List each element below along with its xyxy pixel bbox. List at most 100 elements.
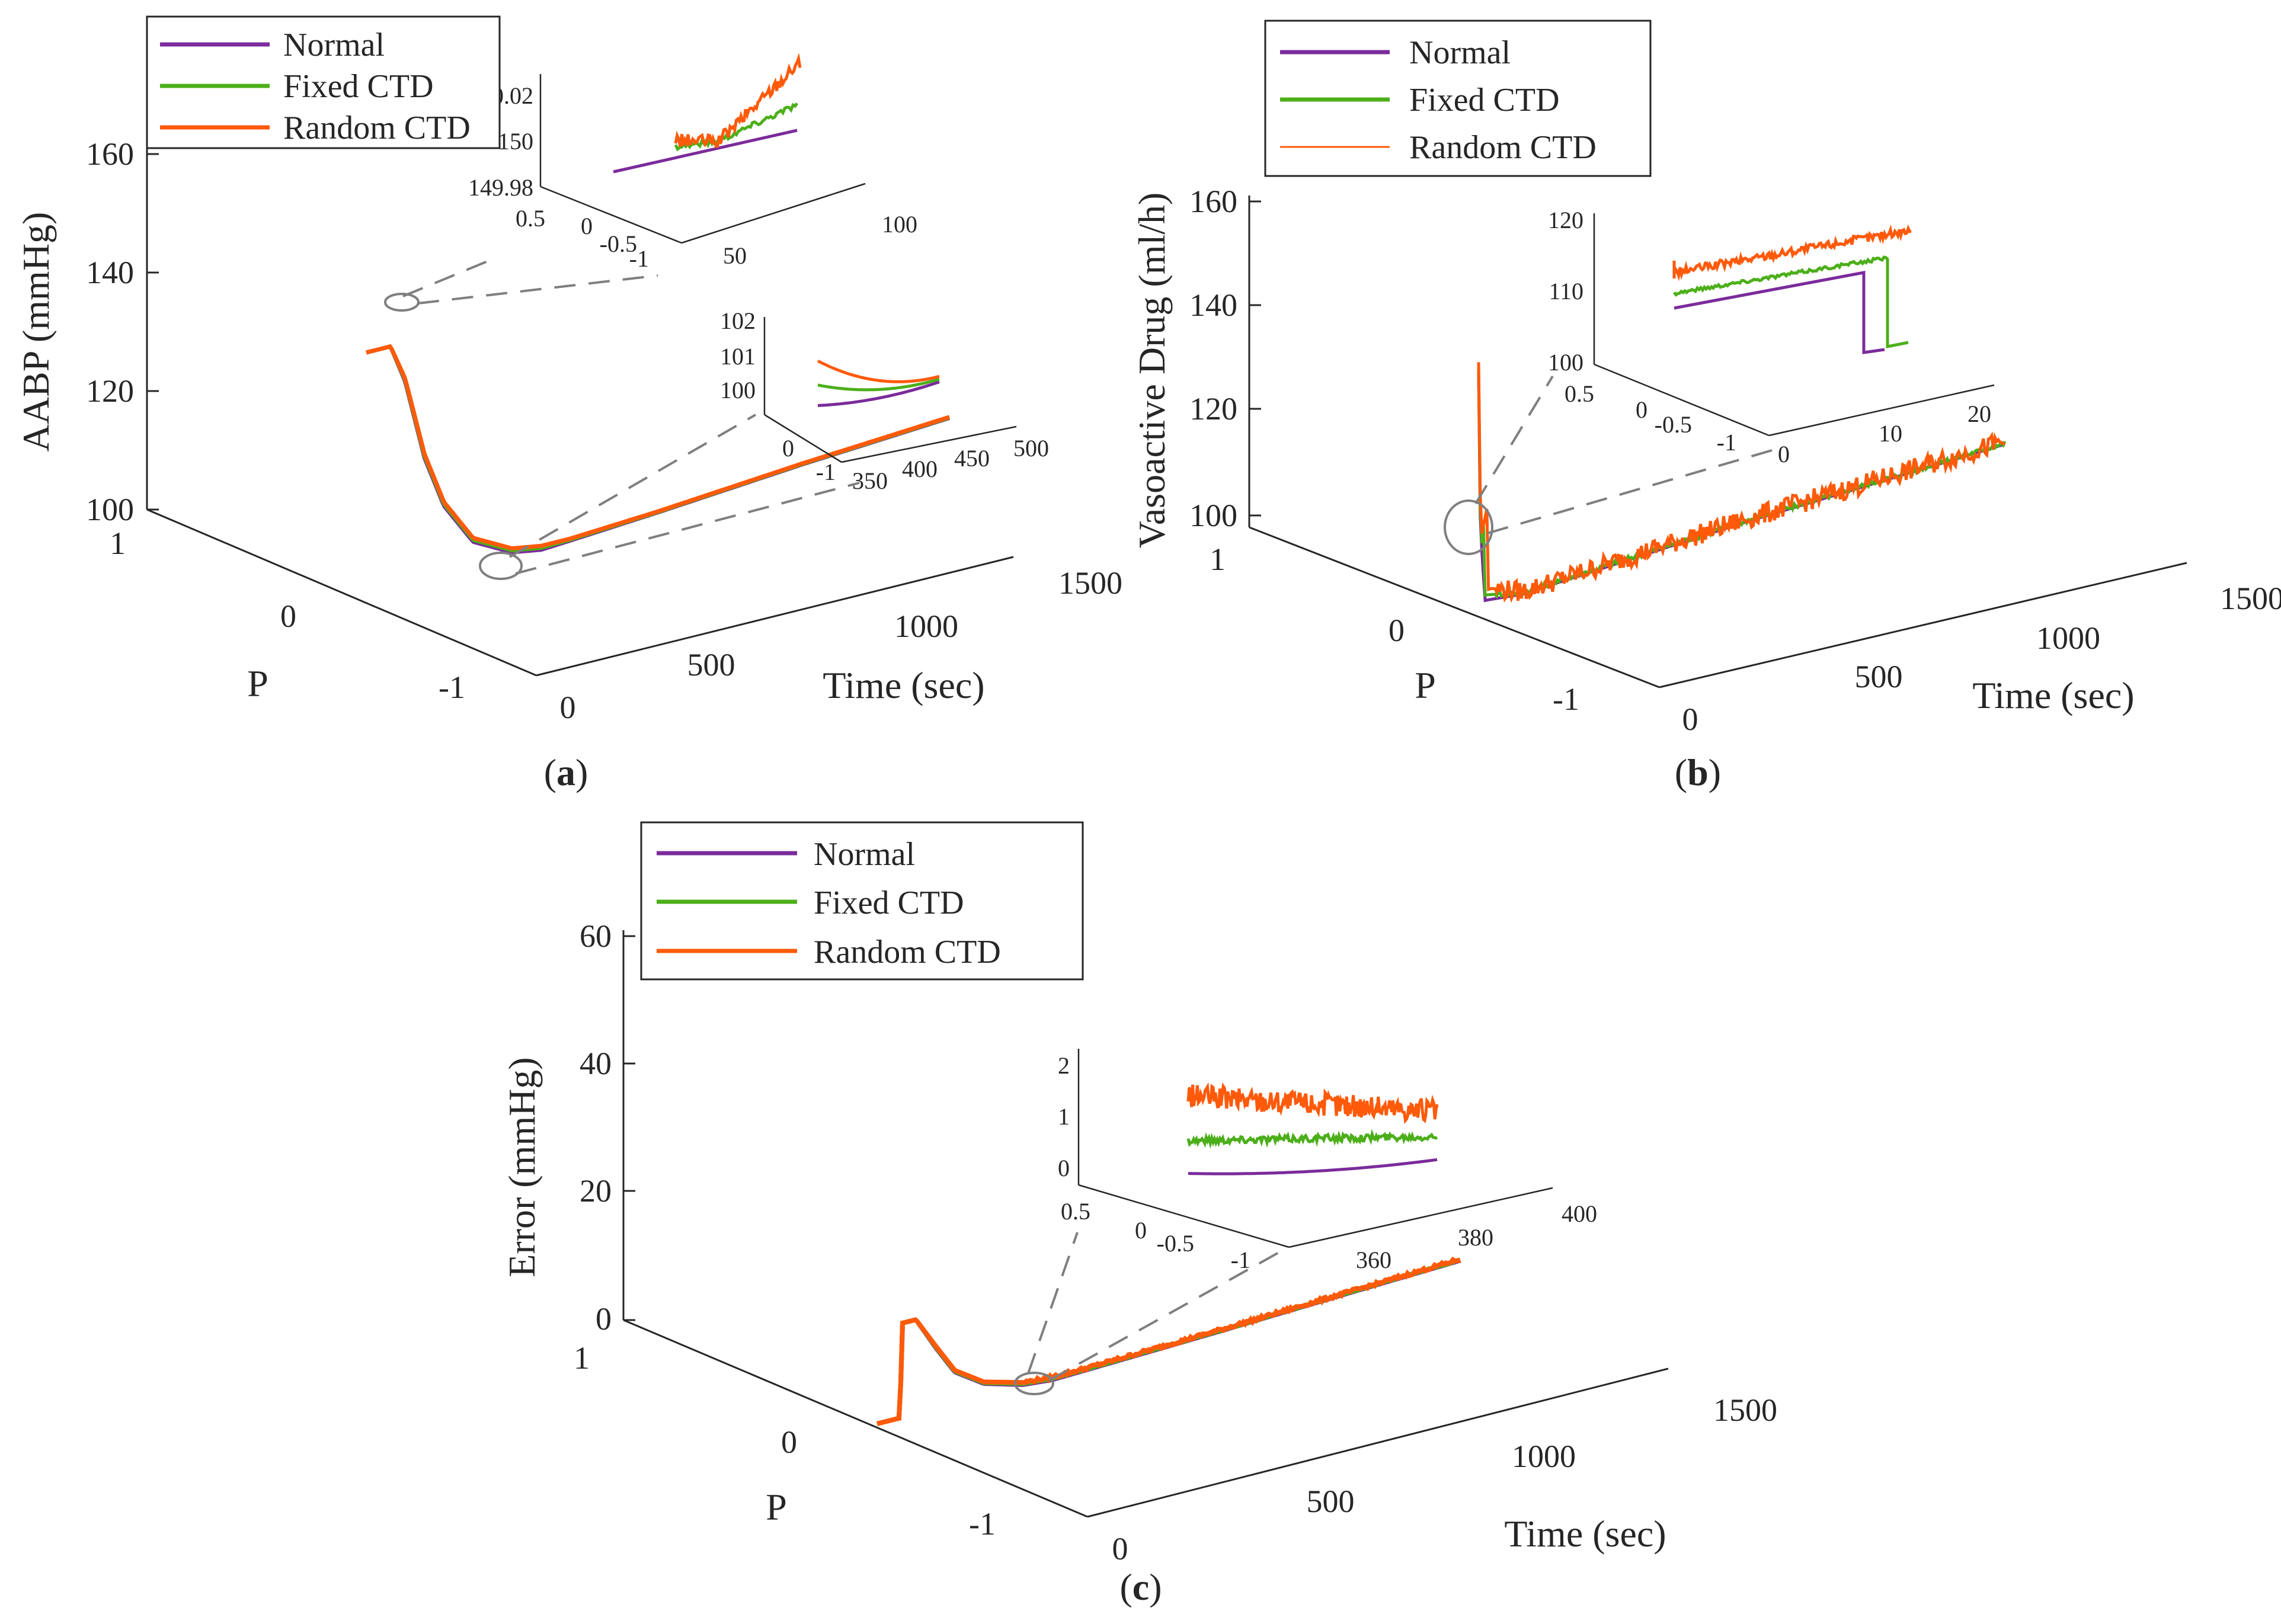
series-line-normal <box>1477 372 2005 603</box>
inset-tick-label: -1 <box>629 245 649 272</box>
inset-tick-label: 10 <box>1879 420 1902 447</box>
z-tick-marks <box>623 935 635 1321</box>
inset-tick-label: 102 <box>720 307 756 334</box>
legend-label: Normal <box>814 836 915 873</box>
z-tick-marks <box>1249 200 1261 517</box>
legend: Normal Fixed CTD Random CTD <box>146 15 501 149</box>
series-line-fixed-ctd <box>1477 367 2007 599</box>
p-tick-label: 0 <box>280 598 296 634</box>
inset-tick-label: 0 <box>1135 1217 1147 1244</box>
y-axis-label: Error (mmHg) <box>501 1057 543 1277</box>
inset-tick-label: -0.5 <box>1655 411 1692 438</box>
inset-line-normal <box>1188 1158 1438 1175</box>
p-axis-label: P <box>247 662 268 704</box>
panel-a: 100 120 140 160 1 0 -1 0 500 1000 1500 A… <box>15 15 1122 793</box>
inset-tick-label: 150 <box>498 128 533 155</box>
zoom-marker <box>1014 1372 1054 1395</box>
z-tick-label: 160 <box>1189 184 1237 219</box>
inset-c1: 0 1 2 0.5 0 -0.5 -1 360 380 400 <box>1058 1049 1597 1273</box>
z-tick-label: 20 <box>580 1173 612 1209</box>
inset-a1: 149.98 150 150.02 0.5 0 -0.5 -1 50 100 <box>468 53 917 272</box>
panel-caption: (b) <box>1675 751 1721 793</box>
t-tick-label: 1000 <box>894 608 958 644</box>
inset-line-fixed-ctd <box>1186 1129 1438 1149</box>
inset-b1: 100 110 120 0.5 0 -0.5 -1 0 10 20 <box>1548 207 1995 467</box>
inset-tick-label: 149.98 <box>468 174 533 201</box>
legend-label: Random CTD <box>814 934 1001 970</box>
inset-tick-label: -0.5 <box>600 230 637 257</box>
inset-tick-label: 0 <box>581 213 593 239</box>
inset-tick-label: 0 <box>1636 396 1647 423</box>
p-tick-label: -1 <box>439 670 465 705</box>
t-tick-label: 1000 <box>1512 1439 1576 1474</box>
z-tick-label: 160 <box>86 136 134 172</box>
legend-label: Normal <box>1409 34 1511 71</box>
legend-label: Normal <box>283 27 385 63</box>
inset-tick-label: 120 <box>1548 207 1583 233</box>
inset-tick-label: 380 <box>1458 1224 1493 1251</box>
t-tick-label: 1000 <box>2036 620 2100 656</box>
t-tick-label: 0 <box>1682 702 1698 737</box>
inset-tick-label: -0.5 <box>1157 1230 1194 1257</box>
inset-tick-label: 500 <box>1013 435 1049 462</box>
p-axis-label: P <box>766 1486 787 1528</box>
inset-tick-label: -1 <box>816 459 836 485</box>
inset-line-normal <box>1674 270 1885 354</box>
inset-line-random-ctd <box>1186 1082 1439 1125</box>
inset-tick-label: 350 <box>852 467 888 494</box>
zoom-guide-line <box>402 260 490 297</box>
t-tick-label: 500 <box>1307 1484 1355 1519</box>
zoom-guide-line <box>515 482 860 575</box>
inset-tick-label: 400 <box>1562 1200 1597 1227</box>
legend: Normal Fixed CTD Random CTD <box>640 821 1084 981</box>
panel-caption: (c) <box>1119 1566 1162 1608</box>
legend: Normal Fixed CTD Random CTD <box>1264 20 1652 177</box>
y-axis-label: Vasoactive Drug (ml/h) <box>1131 193 1173 549</box>
zoom-guide-line <box>1027 1232 1079 1374</box>
z-tick-label: 100 <box>86 492 134 527</box>
p-tick-label: 0 <box>1389 613 1405 648</box>
z-tick-label: 140 <box>1189 287 1237 323</box>
legend-label: Random CTD <box>1409 129 1597 166</box>
inset-line-random-ctd <box>674 53 802 148</box>
inset-tick-label: -1 <box>1231 1247 1250 1273</box>
y-axis-label: AABP (mmHg) <box>15 212 57 452</box>
t-tick-label: 1500 <box>2220 581 2281 616</box>
t-axis <box>1659 562 2187 688</box>
t-tick-label: 0 <box>1112 1531 1128 1567</box>
inset-tick-label: -1 <box>1717 429 1736 456</box>
zoom-guide-line <box>1474 375 1554 505</box>
inset-tick-label: 0 <box>1058 1155 1070 1181</box>
p-axis <box>1249 526 1660 688</box>
p-axis <box>146 508 537 677</box>
inset-tick-label: 400 <box>902 456 938 482</box>
inset-tick-label: 1 <box>1058 1103 1070 1130</box>
p-tick-label: -1 <box>1553 681 1579 717</box>
t-tick-label: 500 <box>687 647 735 683</box>
t-tick-label: 0 <box>560 690 576 725</box>
inset-tick-label: 2 <box>1058 1052 1070 1079</box>
inset-line-random-ctd <box>1672 224 1912 281</box>
z-tick-marks <box>147 153 159 511</box>
inset-tick-label: 101 <box>720 343 756 370</box>
p-tick-label: 1 <box>1210 542 1226 577</box>
z-tick-label: 0 <box>596 1301 612 1337</box>
x-axis-label: Time (sec) <box>1504 1513 1666 1555</box>
zoom-marker <box>1444 499 1493 555</box>
zoom-guide-line <box>1487 449 1773 534</box>
inset-tick-label: 100 <box>882 211 917 238</box>
inset-tick-label: 100 <box>1548 349 1583 376</box>
zoom-guide-line <box>417 274 658 305</box>
inset-a2: 102 101 100 0 -1 350 400 450 500 <box>720 307 1049 494</box>
t-tick-label: 1500 <box>1713 1392 1777 1428</box>
inset-tick-label: 0.5 <box>1565 380 1594 407</box>
p-tick-label: 1 <box>110 526 126 561</box>
inset-tick-label: 110 <box>1549 278 1583 305</box>
z-tick-label: 120 <box>86 373 134 409</box>
x-axis-label: Time (sec) <box>1972 674 2134 716</box>
series-line-random-ctd <box>876 1256 1461 1426</box>
panel-caption: (a) <box>544 751 588 793</box>
inset-tick-label: 0.5 <box>516 205 545 232</box>
inset-tick-label: 450 <box>954 445 990 472</box>
t-tick-label: 500 <box>1855 659 1903 694</box>
